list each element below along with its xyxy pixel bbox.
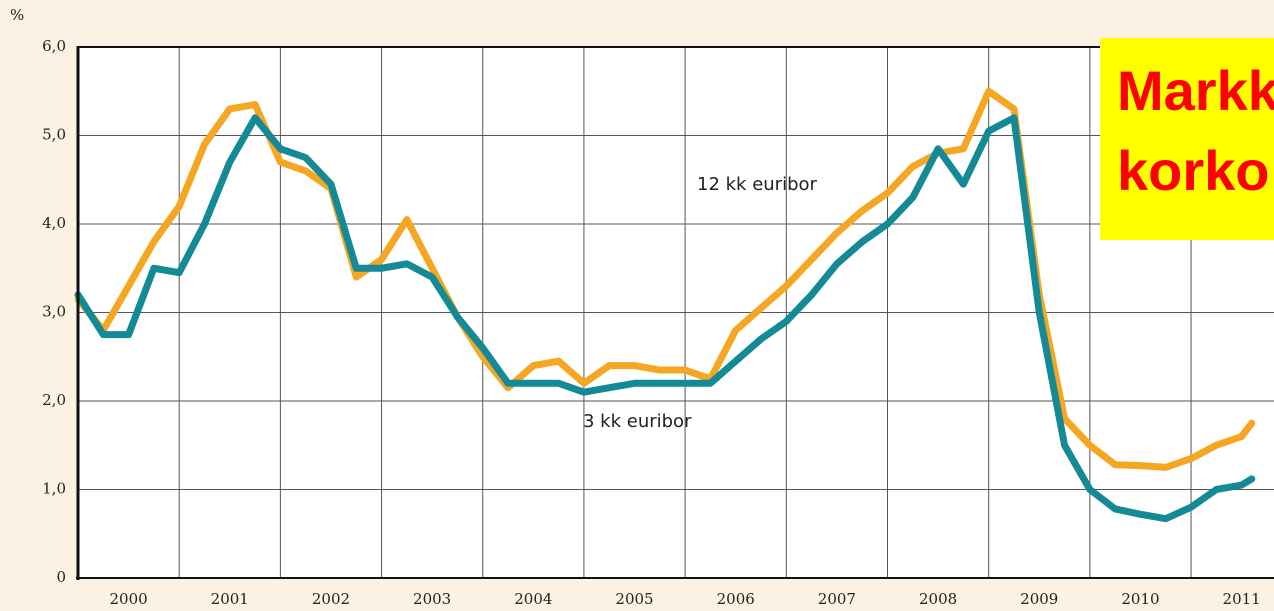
x-tick-label: 2008 <box>919 590 957 608</box>
series-line <box>74 87 1256 471</box>
x-tick-label: 2001 <box>211 590 249 608</box>
y-tick-label: 6,0 <box>42 37 66 55</box>
x-tick-label: 2010 <box>1121 590 1159 608</box>
lines <box>74 87 1256 523</box>
x-tick-label: 2009 <box>1020 590 1058 608</box>
y-tick-label: 2,0 <box>42 391 66 409</box>
x-tick-label: 2000 <box>109 590 147 608</box>
title-box <box>1100 38 1274 240</box>
title-line: korko <box>1117 139 1270 202</box>
x-tick-label: 2005 <box>615 590 653 608</box>
x-tick-label: 2004 <box>514 590 552 608</box>
title-line: Markk <box>1117 59 1274 122</box>
annotation: 3 kk euribor <box>583 411 692 432</box>
series-line <box>74 114 1256 523</box>
x-tick-label: 2002 <box>312 590 350 608</box>
x-tick-label: 2007 <box>818 590 856 608</box>
y-tick-label: 0 <box>56 568 66 586</box>
unit-label: % <box>10 6 24 24</box>
x-tick-label: 2003 <box>413 590 451 608</box>
y-tick-label: 4,0 <box>42 214 66 232</box>
y-tick-label: 1,0 <box>42 480 66 498</box>
x-tick-label: 2006 <box>717 590 755 608</box>
x-tick-label: 2011 <box>1223 590 1261 608</box>
annotation: 12 kk euribor <box>697 174 818 195</box>
y-tick-label: 5,0 <box>42 126 66 144</box>
y-tick-label: 3,0 <box>42 303 66 321</box>
